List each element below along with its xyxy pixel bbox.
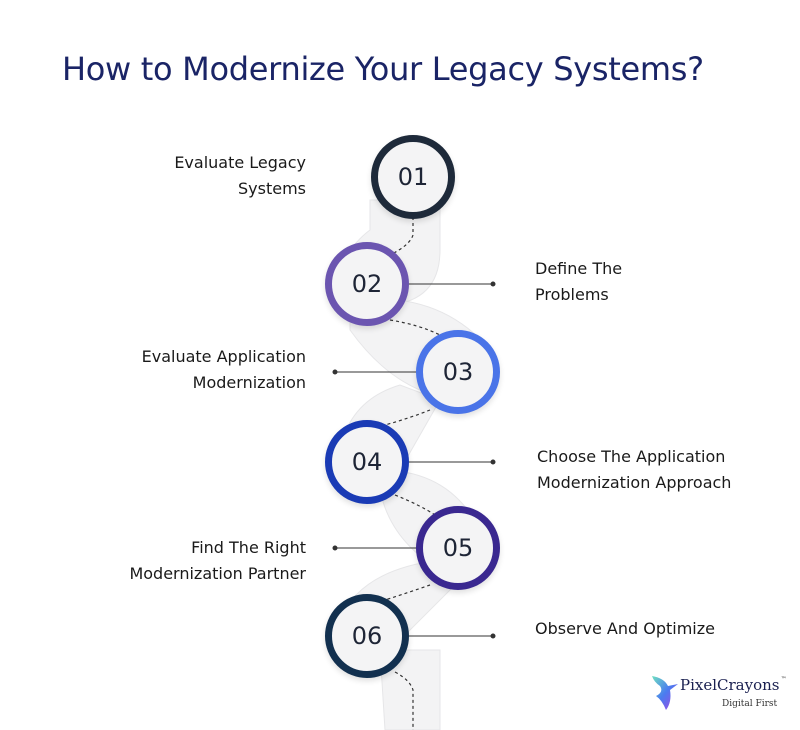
label-line: Evaluate Legacy bbox=[174, 153, 306, 172]
step-04-label: Choose The Application Modernization Appr… bbox=[537, 444, 731, 496]
label-line: Define The bbox=[535, 259, 623, 278]
step-03-label: Evaluate Application Modernization bbox=[142, 344, 306, 396]
step-05-label: Find The Right Modernization Partner bbox=[129, 535, 306, 587]
logo-tagline: Digital First bbox=[722, 699, 778, 709]
label-line: Observe And Optimize bbox=[535, 619, 715, 638]
hummingbird-icon bbox=[652, 676, 678, 710]
step-05-circle: 05 bbox=[416, 506, 500, 590]
step-02-circle: 02 bbox=[325, 242, 409, 326]
pixelcrayons-logo: PixelCrayons ™ Digital First bbox=[650, 670, 800, 725]
label-line: Modernization Partner bbox=[129, 564, 306, 583]
step-02-label: Define The Problems bbox=[535, 256, 622, 308]
logo-name: PixelCrayons bbox=[680, 676, 780, 694]
label-line: Problems bbox=[535, 285, 609, 304]
label-line: Modernization bbox=[192, 373, 306, 392]
step-01-circle: 01 bbox=[371, 135, 455, 219]
step-04-circle: 04 bbox=[325, 420, 409, 504]
step-01-label: Evaluate Legacy Systems bbox=[174, 150, 306, 202]
step-03-circle: 03 bbox=[416, 330, 500, 414]
page-title: How to Modernize Your Legacy Systems? bbox=[62, 50, 704, 88]
logo-trademark: ™ bbox=[780, 676, 787, 683]
step-06-label: Observe And Optimize bbox=[535, 616, 715, 642]
step-06-circle: 06 bbox=[325, 594, 409, 678]
label-line: Choose The Application bbox=[537, 447, 726, 466]
label-line: Find The Right bbox=[191, 538, 306, 557]
label-line: Modernization Approach bbox=[537, 473, 732, 492]
logo-wordmark: PixelCrayons ™ bbox=[680, 676, 786, 694]
label-line: Evaluate Application bbox=[141, 347, 306, 366]
label-line: Systems bbox=[238, 179, 306, 198]
connector-lines bbox=[332, 281, 496, 639]
